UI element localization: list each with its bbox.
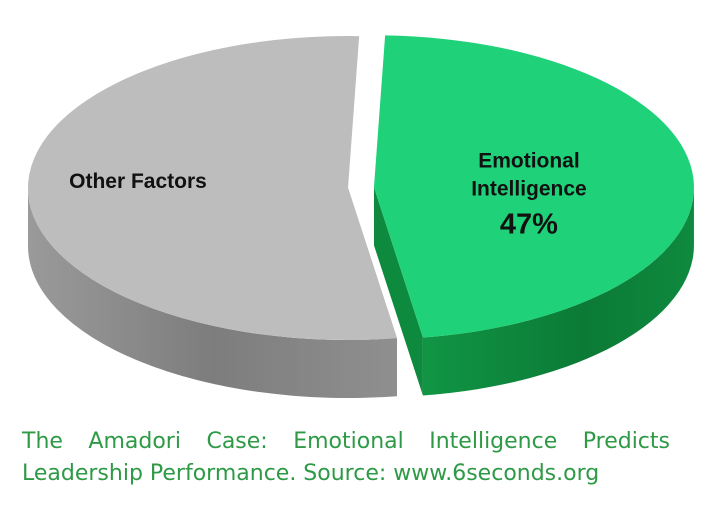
caption-line-2: Leadership Performance. Source: www.6sec… [22, 461, 600, 486]
slice-emotional-intelligence-top [373, 35, 694, 338]
labels-layer: Emotional Intelligence 47% Other Factors [69, 149, 587, 240]
slice-emotional-intelligence-side [422, 187, 694, 396]
caption-line-1: The Amadori Case: Emotional Intelligence… [22, 429, 670, 454]
slice-other-factors-side [28, 188, 397, 399]
slice-other-factors [27, 35, 397, 399]
slice-other-factors-label: Other Factors [69, 170, 207, 193]
slice-emotional-intelligence [373, 35, 694, 396]
pie-chart-svg: Emotional Intelligence 47% Other Factors [27, 35, 694, 399]
slice-emotional-intelligence-label: Emotional Intelligence 47% [471, 149, 587, 240]
chart-caption: The Amadori Case: Emotional Intelligence… [22, 426, 670, 490]
slice-emotional-intelligence-cut-face [373, 187, 423, 396]
slice-other-factors-top [27, 35, 397, 341]
slices-layer [27, 35, 694, 399]
slice-emotional-intelligence-value-label: 47% [500, 208, 558, 240]
pie-chart: Emotional Intelligence 47% Other Factors [27, 35, 694, 399]
